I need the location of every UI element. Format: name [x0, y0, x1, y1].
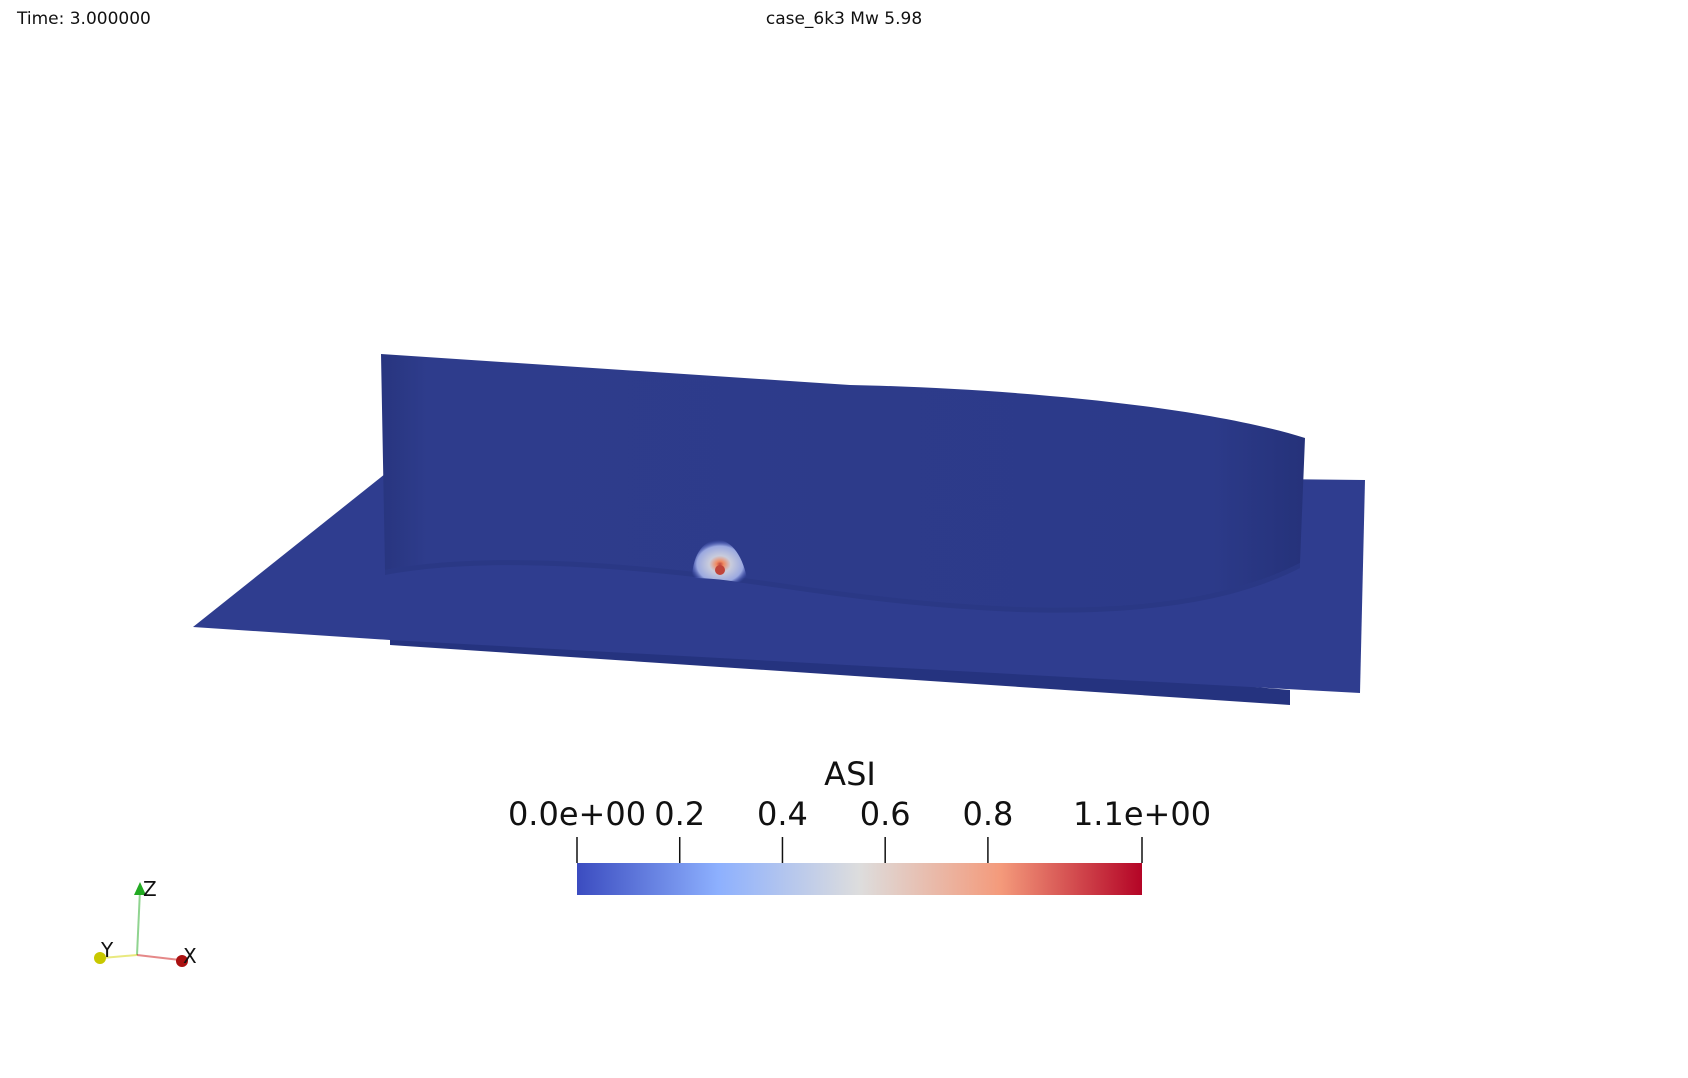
colorbar-tick-label-2: 0.4 [757, 795, 808, 833]
z-axis-cone [134, 882, 146, 895]
y-axis-label: Y [100, 938, 114, 962]
scene-title: case_6k3 Mw 5.98 [765, 9, 923, 29]
z-axis-line [136, 889, 141, 956]
time-readout: Time: 3.000000 [17, 9, 151, 29]
x-axis-cone [176, 955, 188, 967]
colorbar-gradient [577, 863, 1142, 895]
x-axis-label: X [183, 944, 197, 968]
y-axis-cone [94, 952, 106, 964]
orientation-axes: Z X Y [94, 877, 197, 968]
asi-peak-marker [715, 565, 725, 575]
model-fault-wall-base [385, 560, 1300, 613]
x-axis-line [136, 954, 181, 961]
colorbar-title: ASI [824, 755, 876, 793]
colorbar-tick-label-5: 1.1e+00 [1072, 795, 1212, 833]
colorbar-tick-label-3: 0.6 [859, 795, 911, 833]
colorbar-tick-label-1: 0.2 [654, 795, 706, 833]
model-fault-wall [381, 354, 1305, 608]
colorbar-tick-label-0: 0.0e+00 [507, 795, 647, 833]
z-axis-label: Z [143, 877, 157, 901]
asi-hotspot [692, 540, 748, 584]
y-axis-line [101, 954, 138, 959]
colorbar-tick-label-4: 0.8 [962, 795, 1014, 833]
colorbar-ticks [576, 837, 1143, 863]
